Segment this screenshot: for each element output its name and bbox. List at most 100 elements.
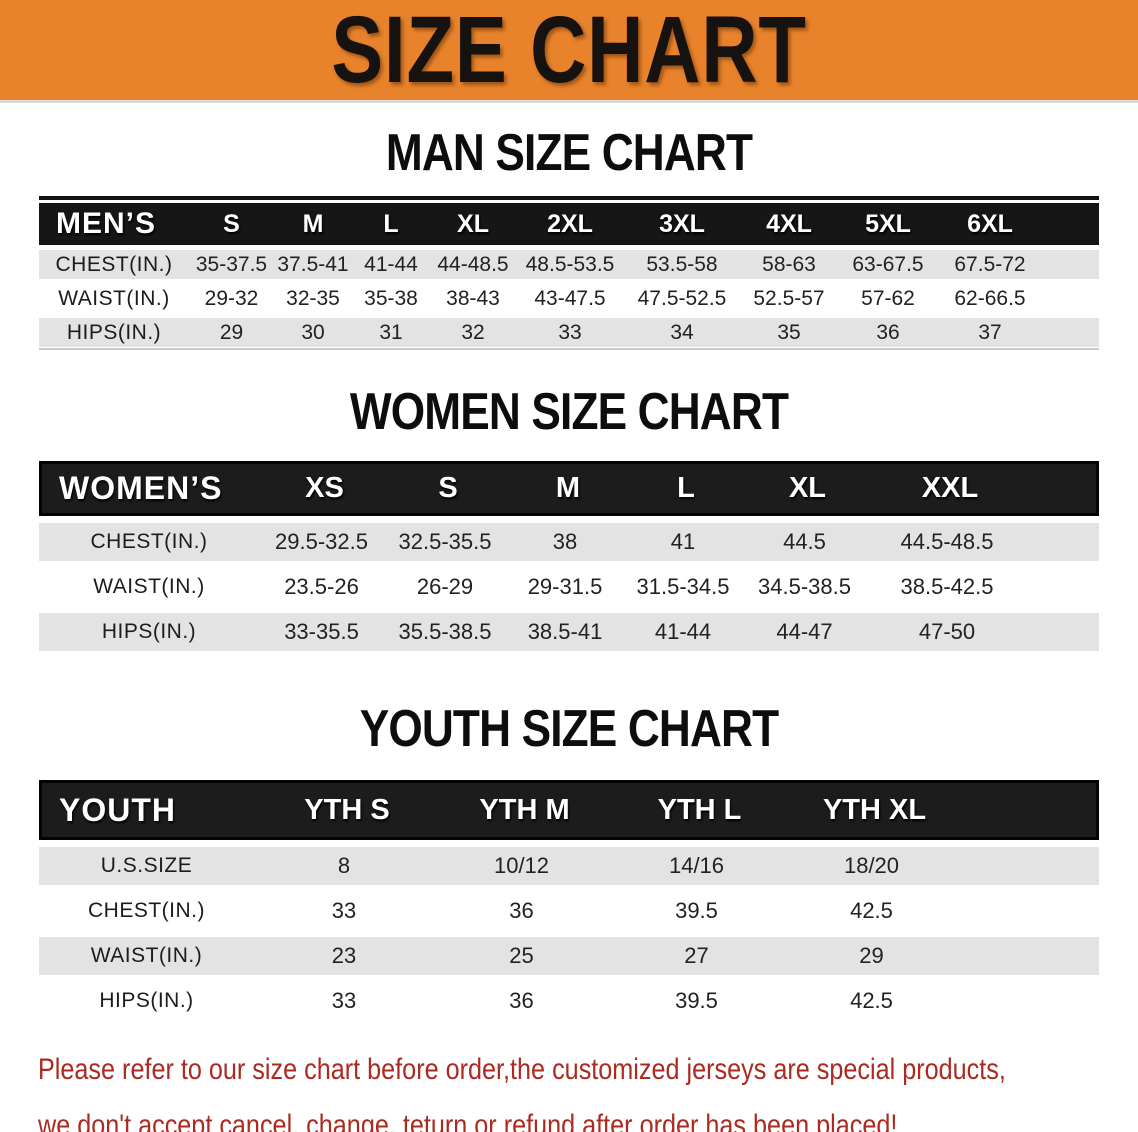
youth-heading: YOUTH SIZE CHART — [359, 700, 779, 758]
size-cell: 27 — [684, 943, 709, 968]
women-size-col: XXL — [921, 472, 979, 504]
size-cell: 31.5-34.5 — [636, 574, 730, 599]
size-cell: 39.5 — [675, 988, 718, 1013]
banner-title: SIZE CHART — [331, 0, 807, 103]
size-cell: 38 — [552, 529, 578, 554]
man-table-header-row: MEN’S S M L XL 2XL 3XL 4XL 5XL 6XL — [39, 203, 1099, 245]
row-label: CHEST(IN.) — [55, 252, 173, 276]
banner: SIZE CHART — [0, 0, 1138, 103]
size-cell: 37.5-41 — [277, 252, 349, 276]
size-cell: 57-62 — [861, 286, 915, 310]
size-cell: 35-37.5 — [195, 252, 268, 276]
size-cell: 33 — [331, 898, 357, 923]
youth-waist-row: WAIST(IN.) 23 25 27 29 — [39, 937, 1099, 975]
size-cell: 32-35 — [286, 286, 340, 310]
women-heading: WOMEN SIZE CHART — [349, 383, 789, 441]
youth-size-col: YTH M — [479, 793, 570, 826]
size-cell: 31 — [379, 320, 403, 344]
size-cell: 23.5-26 — [284, 574, 359, 599]
size-cell: 37 — [978, 320, 1002, 344]
size-cell: 33 — [558, 320, 582, 344]
row-label: HIPS(IN.) — [99, 989, 194, 1012]
size-cell: 35.5-38.5 — [398, 619, 492, 644]
size-cell: 44.5-48.5 — [900, 529, 994, 554]
women-table: WOMEN’S XS S M L XL XXL CHEST(IN.) 29.5-… — [39, 461, 1099, 651]
size-cell: 35 — [777, 320, 801, 344]
row-label: HIPS(IN.) — [101, 620, 197, 643]
disclaimer-line-2: we don't accept cancel, change, teturn o… — [38, 1109, 898, 1132]
man-size-col: 5XL — [865, 209, 911, 238]
size-cell: 23 — [331, 943, 357, 968]
size-cell: 36 — [876, 320, 900, 344]
women-waist-row: WAIST(IN.) 23.5-26 26-29 29-31.5 31.5-34… — [39, 568, 1099, 606]
women-size-col: S — [438, 472, 458, 504]
size-cell: 41-44 — [364, 252, 418, 276]
size-cell: 47.5-52.5 — [637, 286, 727, 310]
size-cell: 44-47 — [776, 619, 833, 644]
size-cell: 32.5-35.5 — [398, 529, 492, 554]
size-cell: 52.5-57 — [753, 286, 825, 310]
disclaimer-line-1: Please refer to our size chart before or… — [38, 1053, 1006, 1086]
youth-size-col: YTH S — [304, 793, 390, 826]
youth-section: YOUTH SIZE CHART YOUTH YTH S YTH M YTH L… — [0, 703, 1138, 1020]
size-cell: 38.5-42.5 — [900, 574, 994, 599]
size-cell: 26-29 — [416, 574, 474, 599]
size-cell: 14/16 — [668, 853, 725, 878]
man-size-col: 4XL — [766, 209, 812, 238]
women-size-col: XS — [305, 472, 344, 504]
size-cell: 34 — [670, 320, 694, 344]
youth-size-col: YTH L — [657, 793, 742, 826]
man-table-topline — [39, 196, 1099, 200]
size-cell: 47-50 — [918, 619, 976, 644]
row-label: WAIST(IN.) — [93, 575, 205, 598]
size-cell: 29-32 — [204, 286, 259, 310]
man-size-col: L — [383, 209, 399, 238]
women-size-col: M — [555, 472, 581, 504]
size-cell: 38.5-41 — [527, 619, 603, 644]
man-table: MEN’S S M L XL 2XL 3XL 4XL 5XL 6XL CHEST… — [39, 196, 1099, 350]
size-cell: 29.5-32.5 — [275, 529, 368, 554]
man-chest-row: CHEST(IN.) 35-37.5 37.5-41 41-44 44-48.5… — [39, 250, 1099, 279]
women-chest-row: CHEST(IN.) 29.5-32.5 32.5-35.5 38 41 44.… — [39, 523, 1099, 561]
size-cell: 25 — [509, 943, 534, 968]
man-waist-row: WAIST(IN.) 29-32 32-35 35-38 38-43 43-47… — [39, 284, 1099, 313]
size-cell: 36 — [509, 988, 534, 1013]
size-cell: 34.5-38.5 — [758, 574, 851, 599]
man-heading: MAN SIZE CHART — [385, 124, 753, 182]
women-size-col: XL — [788, 472, 827, 504]
size-cell: 29 — [219, 320, 244, 344]
size-cell: 32 — [461, 320, 485, 344]
size-cell: 44.5 — [783, 529, 826, 554]
women-table-header-row: WOMEN’S XS S M L XL XXL — [39, 461, 1099, 516]
size-cell: 42.5 — [850, 988, 893, 1013]
row-label: U.S.SIZE — [100, 854, 193, 877]
youth-table: YOUTH YTH S YTH M YTH L YTH XL U.S.SIZE … — [39, 780, 1099, 1020]
man-size-col: 2XL — [547, 209, 593, 238]
man-size-col: XL — [457, 209, 489, 238]
man-size-col: 3XL — [659, 209, 705, 238]
youth-chest-row: CHEST(IN.) 33 36 39.5 42.5 — [39, 892, 1099, 930]
youth-ussize-row: U.S.SIZE 8 10/12 14/16 18/20 — [39, 847, 1099, 885]
disclaimer: Please refer to our size chart before or… — [38, 1044, 1138, 1132]
women-hips-row: HIPS(IN.) 33-35.5 35.5-38.5 38.5-41 41-4… — [39, 613, 1099, 651]
row-label: WAIST(IN.) — [58, 286, 170, 310]
row-label: HIPS(IN.) — [66, 320, 162, 344]
size-cell: 33-35.5 — [284, 619, 359, 644]
size-cell: 53.5-58 — [646, 252, 718, 276]
size-cell: 63-67.5 — [852, 252, 924, 276]
size-cell: 29 — [859, 943, 884, 968]
youth-size-col: YTH XL — [822, 793, 927, 826]
man-size-col: S — [223, 209, 240, 238]
row-label: WAIST(IN.) — [90, 944, 203, 967]
size-cell: 35-38 — [364, 286, 418, 310]
size-cell: 62-66.5 — [954, 286, 1026, 310]
size-cell: 41-44 — [654, 619, 712, 644]
size-cell: 58-63 — [762, 252, 816, 276]
size-cell: 43-47.5 — [534, 286, 606, 310]
size-cell: 41 — [670, 529, 696, 554]
youth-table-header-row: YOUTH YTH S YTH M YTH L YTH XL — [39, 780, 1099, 840]
size-cell: 44-48.5 — [437, 252, 509, 276]
row-label: CHEST(IN.) — [90, 530, 208, 553]
women-corner-label: WOMEN’S — [59, 470, 223, 506]
